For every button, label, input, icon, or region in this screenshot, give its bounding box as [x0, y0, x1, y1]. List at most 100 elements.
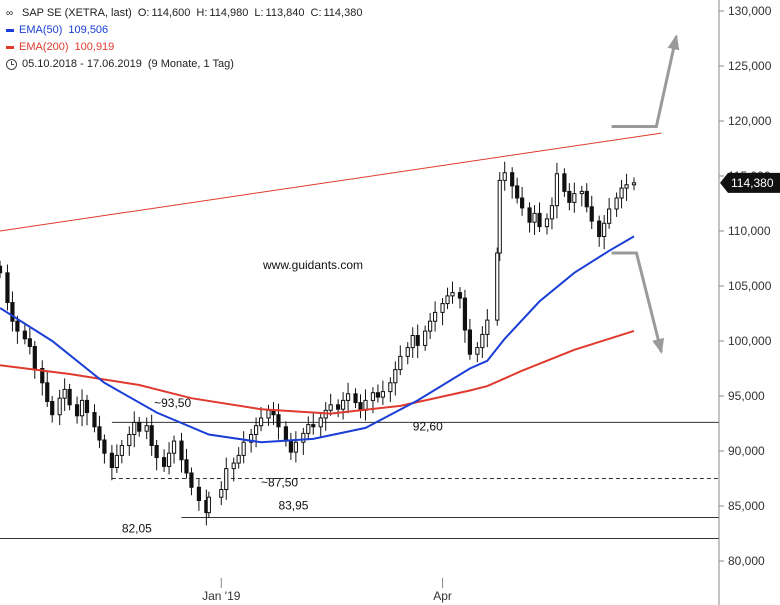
candle-body [119, 445, 124, 456]
candle-body [398, 355, 403, 371]
high-label: H: [196, 7, 208, 19]
candle-body [341, 399, 346, 410]
candle-body [293, 441, 298, 453]
candle-body [249, 434, 254, 443]
candle-body [74, 404, 80, 417]
arrow-up-head [667, 34, 680, 51]
legend-ema50-row: EMA(50) 109,506 [6, 22, 368, 39]
ema200-swatch [6, 46, 14, 49]
candle-body [380, 391, 385, 398]
candle-body [306, 424, 311, 434]
candle-body [253, 425, 259, 436]
candle-body [224, 468, 229, 491]
candle-body [184, 459, 189, 474]
time-axis: Jan '19 Apr [202, 578, 452, 603]
candle-body [445, 295, 450, 305]
legend-ema200-row: EMA(200) 100,919 [6, 39, 368, 56]
candle-body [102, 439, 107, 454]
candle-body [554, 173, 560, 207]
horizontal-levels [0, 421, 719, 539]
low-label: L: [254, 7, 264, 19]
y-tick-label: 90,000 [728, 444, 765, 458]
candle-body [318, 417, 323, 428]
candle-body [266, 409, 271, 419]
candle-body [497, 179, 502, 254]
y-tick-label: 80,000 [728, 554, 765, 568]
candle-body [537, 212, 542, 228]
candle-body [358, 402, 363, 411]
y-tick-label: 105,000 [728, 279, 772, 293]
candle-body [114, 454, 119, 468]
candle-body [276, 414, 281, 428]
candle-body [450, 292, 455, 297]
candle-body [345, 393, 351, 401]
candle-body [97, 426, 102, 441]
level-label: 83,95 [278, 499, 308, 513]
y-tick-label: 125,000 [728, 59, 772, 73]
candle-body [27, 338, 32, 347]
candle-body [258, 417, 264, 427]
candle-body [154, 445, 159, 459]
candle-body [311, 424, 316, 428]
low-value: 113,840 [265, 7, 305, 19]
candle-body [467, 329, 473, 355]
candle-body [624, 184, 629, 189]
scenario-arrows [611, 34, 680, 354]
candle-body [370, 392, 376, 401]
ema200-value: 100,919 [74, 41, 115, 53]
candle-body [502, 172, 507, 181]
ema-lines [0, 235, 635, 444]
x-tick-label: Jan '19 [202, 589, 241, 603]
high-value: 114,980 [209, 7, 249, 19]
candle-body [219, 489, 224, 498]
candle-body [572, 193, 577, 203]
arrow-down-head [652, 337, 665, 354]
candle-body [127, 434, 132, 446]
candle-body [189, 472, 194, 488]
candle-body [388, 382, 393, 393]
candle-body [5, 272, 10, 303]
level-label: 92,60 [413, 419, 443, 433]
level-label: ~93,50 [154, 396, 191, 410]
level-labels: 92,60 ~87,50 83,95 82,05 ~93,50 [122, 396, 443, 535]
ema50-swatch [6, 29, 14, 32]
candle-body [161, 457, 167, 467]
price-badge-shape [720, 172, 780, 193]
candle-body [50, 401, 55, 416]
resistance-trendline [0, 132, 662, 232]
candle-body [32, 346, 37, 369]
candle-body [301, 432, 306, 443]
candle-body [288, 440, 293, 453]
clock-icon [6, 59, 17, 70]
candle-body [579, 190, 584, 195]
y-tick-label: 110,000 [728, 224, 771, 238]
candle-body [137, 421, 142, 432]
candle-body [631, 182, 637, 186]
candle-body [241, 441, 246, 456]
candle-body [562, 173, 567, 192]
candle-body [179, 440, 184, 461]
last-price-badge: 114,380 [720, 172, 780, 193]
candle-body [328, 404, 333, 411]
candle-body [393, 369, 398, 384]
y-tick-label: 95,000 [728, 389, 765, 403]
candle-body [428, 320, 433, 332]
period-detail: (9 Monate, 1 Tag) [147, 58, 234, 70]
candle-body [57, 397, 62, 416]
candle-body [10, 302, 15, 322]
open-value: 114,600 [151, 7, 191, 19]
candle-body [144, 425, 149, 432]
candle-body [45, 382, 50, 402]
candle-body [544, 218, 550, 228]
candle-body [22, 330, 27, 340]
ema50-line [0, 235, 635, 444]
candle-body [0, 265, 3, 274]
candle-body [423, 330, 428, 346]
ema50-value: 109,506 [68, 24, 109, 36]
candle-body [40, 368, 45, 384]
candle-body [589, 206, 594, 222]
candle-body [415, 335, 420, 346]
close-value: 114,380 [323, 7, 363, 19]
ema200-line [0, 329, 635, 415]
